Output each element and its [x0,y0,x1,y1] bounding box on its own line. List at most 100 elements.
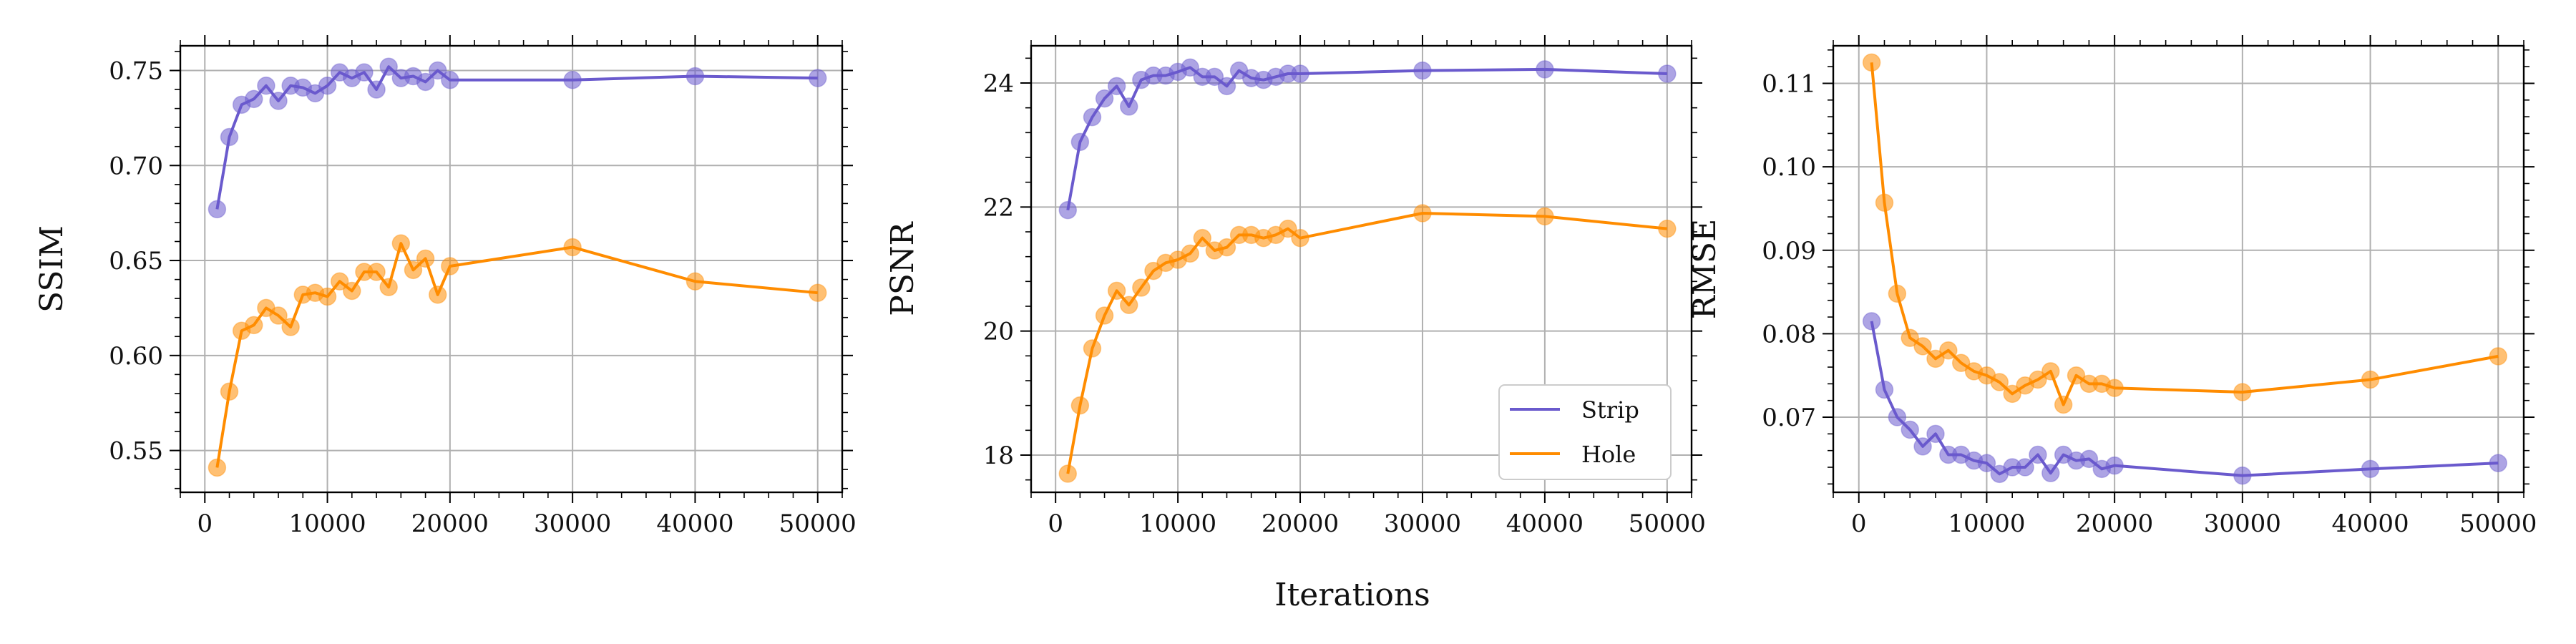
psnr-hole-point [1279,219,1297,238]
psnr-hole-point [1181,244,1199,263]
ssim-hole-point [269,306,288,325]
rmse-hole-point [1939,341,1958,360]
rmse-strip-point [1977,454,1996,472]
rmse-x-tick-label: 30000 [2204,509,2281,538]
ssim-x-tick-label: 40000 [656,509,733,538]
psnr-strip-point [1413,61,1432,80]
rmse-strip-point [2233,466,2252,485]
ssim-strip-point [379,57,398,76]
psnr-hole-point [1536,207,1554,226]
rmse-y-axis-title: RMSE [1687,219,1723,319]
ssim-x-tick-label: 0 [197,509,213,538]
psnr-strip-point [1658,64,1677,83]
psnr-hole-point [1193,228,1212,248]
psnr-hole-point [1058,464,1078,483]
rmse-strip-point [2016,458,2034,477]
psnr-panel: 0 10000 20000 30000 40000 50000 18 20 22 24 PSNR [884,35,1706,538]
ssim-hole-point [808,283,827,302]
rmse-hole-point [1913,337,1932,356]
ssim-strip-point [245,89,263,109]
rmse-y-tick-label: 0.09 [1762,237,1816,265]
rmse-hole-point [1901,328,1919,347]
rmse-strip-point [2041,464,2060,482]
rmse-strip-point [1901,420,1919,439]
ssim-hole-point [563,238,582,257]
rmse-hole-point [2067,366,2086,385]
ssim-strip-point [563,71,582,89]
rmse-hole-point [1951,353,1971,372]
psnr-hole-point [1291,228,1309,248]
rmse-strip-point [2489,454,2508,472]
psnr-hole-point [1658,219,1677,238]
ssim-strip-point [220,127,239,147]
ssim-hole-point [330,272,349,291]
rmse-x-tick-label: 50000 [2459,509,2537,538]
rmse-strip-point [1913,437,1932,456]
psnr-strip-point [1107,77,1126,96]
rmse-y-tick-label: 0.08 [1762,320,1816,348]
ssim-x-tick-label: 10000 [288,509,366,538]
psnr-strip-point [1095,89,1114,108]
psnr-hole-point [1107,281,1126,301]
ssim-y-tick-label: 0.65 [109,247,163,275]
ssim-y-tick-label: 0.55 [109,437,163,466]
ssim-y-tick-label: 0.60 [109,342,163,371]
psnr-axes-frame [1030,44,1693,494]
ssim-strip-point [269,92,288,110]
psnr-y-tick-label: 18 [983,441,1014,470]
legend-strip-label: Strip [1581,396,1639,424]
rmse-x-tick-label: 40000 [2331,509,2409,538]
psnr-x-tick-label: 10000 [1139,509,1216,538]
ssim-y-axis-title: SSIM [34,225,70,313]
rmse-hole-point [2041,362,2060,381]
rmse-hole-point [2233,383,2252,401]
ssim-strip-point [367,80,386,99]
ssim-hole-point [367,263,386,281]
ssim-hole-point [343,281,361,301]
ssim-axes-frame [179,44,844,494]
psnr-hole-point [1070,396,1090,415]
ssim-hole-point [686,272,705,291]
psnr-strip-point [1217,77,1236,96]
psnr-y-tick-label: 20 [983,318,1014,346]
ssim-strip-point [428,61,447,80]
rmse-hole-point [2361,370,2380,389]
rmse-x-tick-label: 10000 [1948,509,2025,538]
ssim-strip-point [686,67,705,86]
psnr-x-tick-label: 20000 [1262,509,1339,538]
rmse-hole-point [1926,349,1945,369]
x-axis-title: Iterations [1274,577,1430,613]
legend: Strip Hole [1498,384,1672,480]
rmse-hole-point [2003,384,2021,404]
rmse-strip-point [2361,459,2380,479]
psnr-hole-point [1413,204,1432,223]
psnr-hole-point [1144,261,1163,280]
ssim-strip-point [355,63,374,82]
ssim-strip-point [208,200,227,219]
rmse-x-tick-label: 0 [1851,509,1867,538]
psnr-x-tick-label: 50000 [1629,509,1706,538]
psnr-hole-point [1217,238,1236,257]
rmse-hole-point [2029,370,2047,389]
rmse-strip-point [2105,456,2124,475]
legend-hole-label: Hole [1581,441,1636,468]
psnr-y-tick-label: 24 [983,69,1014,98]
ssim-panel: 0 10000 20000 30000 40000 50000 0.55 0.60 0.65 0.… [34,35,857,538]
ssim-hole-point [428,286,447,304]
ssim-hole-point [379,278,398,296]
ssim-strip-point [441,71,459,89]
psnr-hole-point [1095,306,1114,325]
rmse-hole-point [1875,193,1894,213]
psnr-x-tick-label: 30000 [1384,509,1461,538]
rmse-strip-point [2029,445,2047,464]
rmse-axes-frame [1832,44,2525,494]
psnr-strip-point [1181,58,1199,77]
rmse-y-tick-label: 0.07 [1762,404,1816,432]
psnr-strip-point [1083,107,1102,127]
ssim-hole-point [391,234,411,253]
rmse-hole-point [2489,347,2508,366]
psnr-hole-point [1132,278,1151,297]
ssim-hole-point [281,318,300,336]
rmse-hole-point [1862,53,1881,72]
psnr-y-axis-title: PSNR [884,220,921,316]
